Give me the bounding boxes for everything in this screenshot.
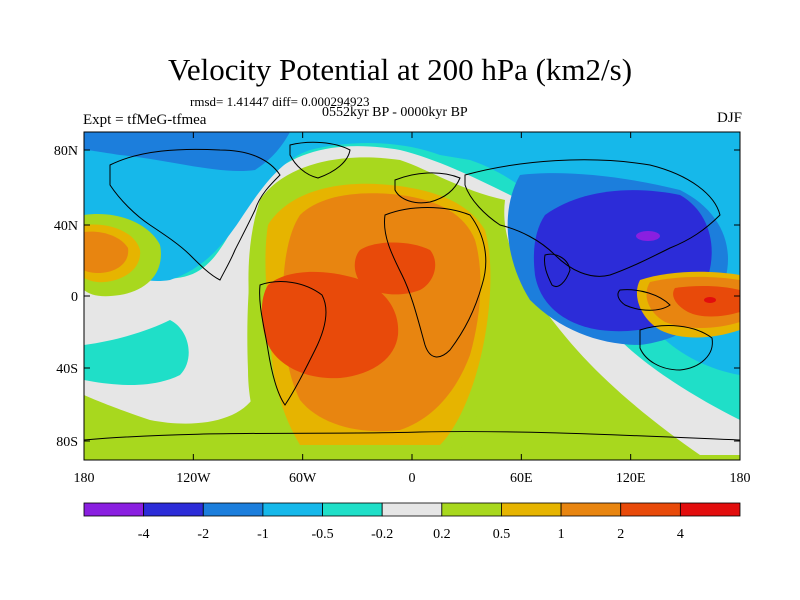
colorbar-swatch xyxy=(679,502,741,517)
colorbar-label: 1 xyxy=(558,527,565,542)
lon-label: 180 xyxy=(730,471,751,486)
chart-title: Velocity Potential at 200 hPa (km2/s) xyxy=(167,52,633,87)
colorbar-label: 0.5 xyxy=(493,527,511,542)
lat-label: 80N xyxy=(54,144,78,159)
colorbar-swatch xyxy=(262,502,323,517)
colorbar-labels: -4 -2 -1 -0.5 -0.2 0.2 0.5 1 2 4 xyxy=(138,527,684,542)
lat-label: 0 xyxy=(71,290,78,305)
colorbar-swatch xyxy=(322,502,383,517)
lon-label: 0 xyxy=(409,471,416,486)
season-label: DJF xyxy=(716,110,742,126)
lon-label: 120E xyxy=(616,471,646,486)
colorbar-swatch xyxy=(202,502,264,517)
colorbar-swatch xyxy=(441,502,502,517)
rmsd-stats: rmsd= 1.41447 diff= 0.000294923 xyxy=(190,94,370,109)
lat-label: 40N xyxy=(54,219,78,234)
contour-plus-4 xyxy=(704,297,716,303)
colorbar-label: -1 xyxy=(257,527,269,542)
colorbar-label: -0.2 xyxy=(371,527,393,542)
lon-label: 60W xyxy=(289,471,317,486)
colorbar-label: -0.5 xyxy=(311,527,333,542)
colorbar xyxy=(83,502,741,517)
colorbar-label: -4 xyxy=(138,527,150,542)
lon-axis: 180 120W 60W 0 60E 120E 180 xyxy=(74,132,751,486)
lat-label: 40S xyxy=(56,362,78,377)
colorbar-label: -2 xyxy=(197,527,209,542)
colorbar-swatch xyxy=(501,502,562,517)
lat-label: 80S xyxy=(56,435,78,450)
lon-label: 60E xyxy=(510,471,533,486)
contour-field xyxy=(84,132,740,460)
experiment-label: Expt = tfMeG-tfmea xyxy=(83,112,207,128)
lon-label: 120W xyxy=(176,471,211,486)
coastlines xyxy=(84,141,740,441)
colorbar-swatch xyxy=(381,502,443,517)
colorbar-swatch xyxy=(83,502,145,517)
colorbar-swatch xyxy=(143,502,204,517)
period-label: 0552kyr BP - 0000kyr BP xyxy=(322,105,468,120)
colorbar-label: 4 xyxy=(677,527,684,542)
contour-minus-4 xyxy=(636,231,660,241)
colorbar-swatch xyxy=(560,502,622,517)
contour-plus-2 xyxy=(261,242,740,379)
colorbar-label: 0.2 xyxy=(433,527,451,542)
lat-axis: 80N 40N 0 40S 80S xyxy=(54,144,740,450)
lon-label: 180 xyxy=(74,471,95,486)
colorbar-swatch xyxy=(620,502,681,517)
colorbar-label: 2 xyxy=(617,527,624,542)
